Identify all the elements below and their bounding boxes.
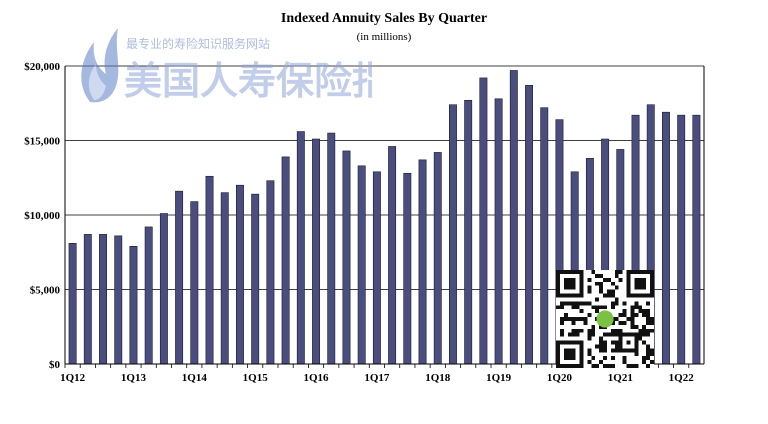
bar-2Q16: [327, 132, 336, 365]
x-tick-label: 1Q19: [486, 372, 512, 384]
y-tick-label: $5,000: [30, 285, 61, 297]
bar-2Q17: [388, 146, 397, 365]
y-tick-label: $10,000: [24, 210, 60, 222]
bar-4Q21: [662, 111, 670, 365]
bar-2Q18: [449, 104, 457, 365]
chart-title: Indexed Annuity Sales By Quarter: [280, 11, 488, 26]
bar-3Q18: [464, 99, 473, 365]
x-tick-label: 1Q17: [364, 372, 390, 384]
bar-3Q14: [220, 192, 229, 365]
bar-3Q13: [159, 213, 168, 365]
bar-1Q14: [190, 201, 199, 365]
x-tick-label: 1Q14: [182, 372, 208, 384]
bar-1Q22: [677, 114, 686, 365]
bar-2Q14: [205, 175, 214, 365]
bar-1Q12: [68, 243, 77, 365]
bar-2Q15: [266, 180, 275, 365]
bar-4Q16: [357, 165, 366, 365]
x-tick-label: 1Q13: [121, 372, 147, 384]
bar-4Q12: [114, 235, 123, 365]
chart-subtitle: (in millions): [356, 31, 412, 43]
bar-4Q15: [296, 131, 305, 365]
y-tick-label: $20,000: [24, 61, 60, 73]
qr-code-icon: [556, 270, 654, 368]
bar-2Q22: [692, 114, 701, 365]
bar-3Q15: [281, 156, 290, 365]
bar-4Q13: [175, 190, 184, 365]
x-tick-label: 1Q16: [304, 372, 330, 384]
x-tick-label: 1Q21: [608, 372, 633, 384]
bar-4Q17: [418, 159, 427, 365]
bar-4Q18: [479, 77, 488, 365]
x-tick-label: 1Q20: [547, 372, 573, 384]
bar-3Q16: [342, 150, 351, 365]
bar-3Q17: [403, 172, 412, 365]
bar-2Q13: [144, 226, 153, 365]
x-tick-label: 1Q12: [60, 372, 86, 384]
bar-1Q17: [372, 171, 381, 365]
bar-2Q12: [83, 234, 92, 365]
bar-3Q12: [99, 234, 107, 365]
bar-4Q14: [236, 184, 244, 365]
x-tick-label: 1Q18: [425, 372, 451, 384]
bar-4Q19: [540, 107, 549, 365]
y-tick-label: $15,000: [24, 136, 60, 148]
bar-1Q16: [312, 138, 320, 365]
bar-1Q19: [494, 98, 503, 365]
bar-3Q19: [525, 85, 533, 365]
bar-1Q18: [433, 152, 442, 365]
x-tick-label: 1Q22: [669, 372, 695, 384]
x-tick-label: 1Q15: [243, 372, 269, 384]
y-tick-label: $0: [49, 359, 61, 371]
bar-1Q15: [251, 193, 260, 365]
bar-1Q13: [129, 245, 138, 365]
bar-2Q19: [509, 70, 518, 365]
